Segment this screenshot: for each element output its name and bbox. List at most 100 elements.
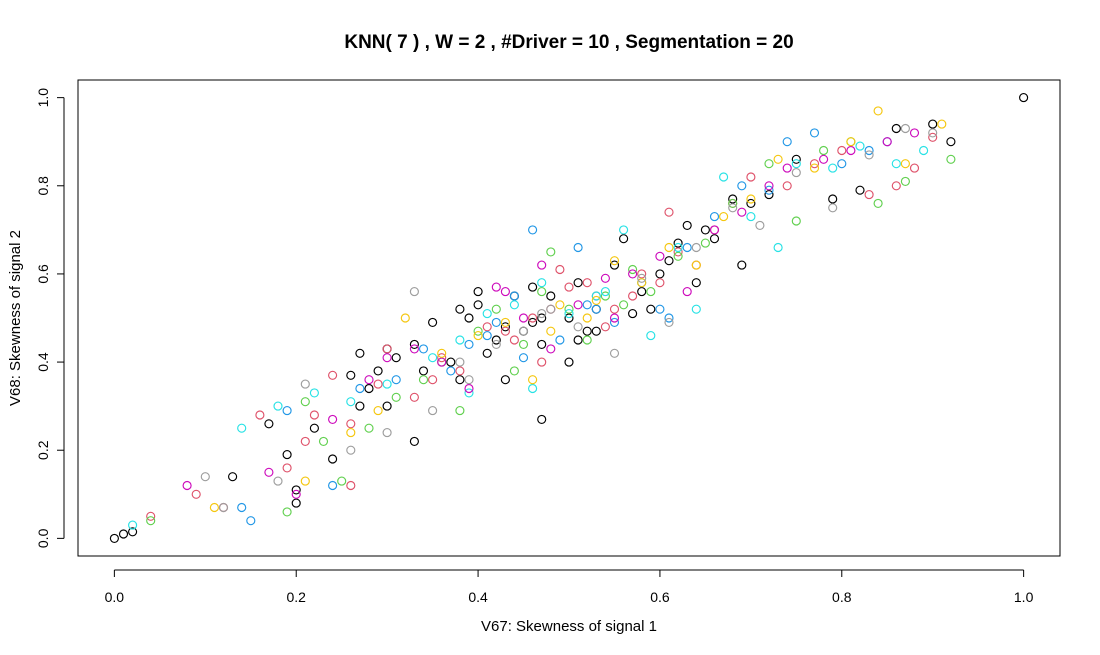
data-point (855, 141, 865, 151)
data-point (482, 322, 492, 332)
data-point (573, 242, 583, 253)
data-point (128, 520, 138, 530)
data-point (655, 304, 665, 314)
x-tick-label: 1.0 (1014, 589, 1034, 605)
data-point (691, 260, 701, 270)
data-point (764, 159, 774, 169)
data-point (518, 326, 529, 336)
data-point (564, 304, 574, 314)
data-point (609, 348, 620, 358)
data-point (409, 339, 419, 349)
data-point (409, 436, 419, 446)
data-point (455, 366, 465, 376)
data-point (737, 260, 747, 270)
data-point (455, 375, 465, 385)
x-tick-label: 0.2 (286, 589, 306, 605)
data-point (791, 216, 801, 226)
data-point (473, 326, 483, 336)
data-point (582, 335, 592, 345)
data-point (864, 190, 874, 200)
data-point (309, 423, 319, 433)
data-point (837, 145, 847, 156)
data-point (182, 480, 192, 491)
data-point (455, 357, 465, 367)
data-point (473, 331, 483, 341)
data-point (664, 207, 674, 217)
data-point (891, 159, 901, 169)
data-point (728, 198, 738, 208)
data-point (673, 242, 683, 253)
data-point (300, 379, 310, 389)
chart-title: KNN( 7 ) , W = 2 , #Driver = 10 , Segmen… (344, 32, 793, 53)
data-point (418, 366, 429, 376)
data-point (946, 154, 956, 164)
data-point (355, 383, 365, 394)
data-point (309, 410, 319, 420)
data-point (446, 366, 456, 376)
data-point (564, 313, 574, 323)
data-point (464, 375, 474, 385)
data-point (664, 242, 674, 253)
data-point (864, 150, 874, 160)
data-point (709, 225, 720, 235)
data-point (928, 128, 938, 138)
data-point (828, 163, 838, 173)
data-point (809, 128, 820, 138)
data-point (919, 145, 929, 156)
x-tick-label: 0.0 (105, 589, 125, 605)
data-point (264, 467, 274, 477)
data-point (509, 291, 519, 301)
data-point (628, 269, 638, 279)
data-point (746, 194, 756, 204)
data-point (528, 317, 538, 327)
data-point (637, 273, 647, 283)
data-point (619, 234, 629, 244)
data-point (528, 282, 538, 292)
data-point (573, 300, 583, 310)
data-point (609, 256, 620, 266)
data-point (719, 172, 729, 182)
data-point (391, 353, 401, 363)
data-point (491, 282, 501, 292)
data-point (746, 198, 756, 208)
data-point (437, 348, 447, 358)
data-point (546, 304, 556, 314)
data-point (428, 317, 438, 327)
data-point (464, 339, 474, 349)
data-point (428, 406, 438, 416)
data-point (346, 370, 356, 380)
data-point (664, 317, 674, 327)
data-point (382, 344, 392, 354)
data-point (637, 278, 647, 288)
data-point (791, 154, 801, 164)
data-point (282, 406, 292, 416)
data-point (828, 194, 838, 204)
data-point (764, 190, 774, 200)
data-point (691, 304, 701, 314)
data-point (373, 366, 383, 376)
data-point (864, 145, 874, 156)
data-point (491, 339, 501, 349)
data-point (409, 344, 419, 354)
data-point (464, 383, 474, 394)
data-point (591, 291, 601, 301)
y-tick-label: 0.6 (35, 264, 51, 284)
y-axis-label: V68: Skewness of signal 2 (7, 230, 24, 406)
data-point (400, 313, 410, 323)
data-point (537, 357, 547, 367)
data-point (609, 304, 620, 314)
data-point (582, 313, 592, 323)
data-point (528, 383, 538, 394)
data-point (291, 485, 301, 495)
data-point (873, 198, 883, 208)
data-point (346, 397, 356, 407)
data-point (382, 401, 392, 411)
data-point (391, 392, 401, 402)
y-tick-label: 0.8 (35, 176, 51, 196)
data-point (564, 357, 574, 367)
data-point (346, 419, 356, 429)
data-point (528, 375, 538, 385)
data-point (846, 137, 856, 147)
data-point (628, 264, 638, 275)
data-point (591, 304, 601, 314)
